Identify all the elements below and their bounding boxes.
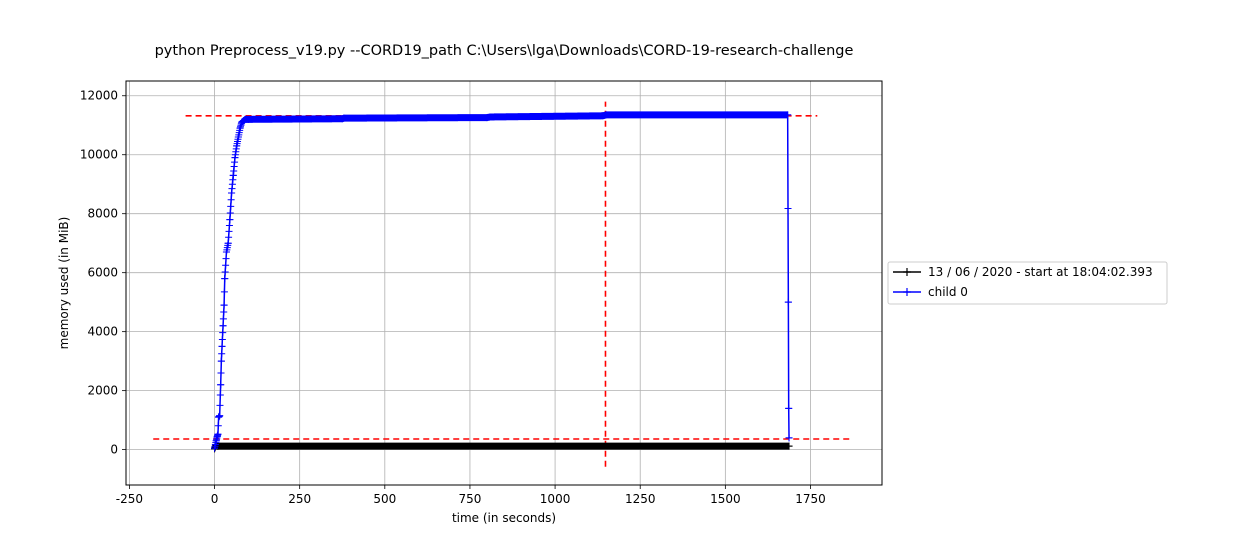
data-point <box>217 357 225 365</box>
data-point <box>785 404 793 412</box>
legend-label: child 0 <box>928 285 968 299</box>
y-tick-label: 0 <box>110 443 118 457</box>
data-point <box>226 216 234 224</box>
data-point <box>217 381 225 389</box>
x-tick-label: 750 <box>458 492 481 506</box>
y-tick-label: 12000 <box>80 89 118 103</box>
gridlines <box>126 81 882 485</box>
data-point <box>239 117 247 125</box>
legend-marker <box>903 288 911 296</box>
plot-frame <box>125 80 883 486</box>
legend-label: 13 / 06 / 2020 - start at 18:04:02.393 <box>928 265 1153 279</box>
data-point <box>222 248 230 256</box>
data-point <box>236 124 244 132</box>
data-point <box>218 342 226 350</box>
data-point <box>599 112 607 120</box>
data-point <box>785 434 793 442</box>
y-tick-label: 8000 <box>87 207 118 221</box>
series-line <box>213 114 790 449</box>
legend-box <box>887 261 1168 305</box>
x-tick-label: 1500 <box>710 492 741 506</box>
data-point <box>228 189 236 197</box>
axis-ticks: -250 0 250 500 750 1000 1250 1500 1750 0 2000 4000 6… <box>80 89 826 506</box>
series-markers <box>211 111 793 452</box>
x-tick-label: 0 <box>211 492 219 506</box>
data-point <box>231 154 239 162</box>
y-tick-label: 10000 <box>80 148 118 162</box>
data-point <box>785 442 793 450</box>
data-point <box>212 437 220 445</box>
data-point <box>234 133 242 141</box>
data-point <box>338 115 346 123</box>
x-tick-label: 250 <box>288 492 311 506</box>
legend-marker <box>903 268 911 276</box>
data-point <box>229 171 237 179</box>
y-tick-label: 4000 <box>87 325 118 339</box>
data-point <box>216 412 224 420</box>
x-tick-label: 1250 <box>625 492 656 506</box>
x-tick-label: 1000 <box>540 492 571 506</box>
data-point <box>238 118 246 126</box>
data-point <box>784 111 792 119</box>
data-point <box>215 413 223 421</box>
data-point <box>219 322 227 330</box>
data-point <box>483 114 491 122</box>
threshold-lines <box>153 101 850 467</box>
y-axis-label: memory used (in MiB) <box>57 217 71 350</box>
y-tick-label: 2000 <box>87 384 118 398</box>
x-tick-label: 500 <box>373 492 396 506</box>
x-tick-label: -250 <box>116 492 143 506</box>
data-point <box>221 275 229 283</box>
data-point <box>486 113 494 121</box>
data-point <box>224 239 232 247</box>
data-point <box>340 114 348 122</box>
series-layer <box>211 111 793 453</box>
series-1 <box>211 111 793 452</box>
data-point <box>233 142 241 150</box>
chart-title: python Preprocess_v19.py --CORD19_path C… <box>155 43 854 59</box>
data-point <box>602 111 610 119</box>
legend: 13 / 06 / 2020 - start at 18:04:02.393 ch… <box>887 261 1168 305</box>
series-0 <box>211 441 793 453</box>
y-tick-label: 6000 <box>87 266 118 280</box>
data-point <box>784 298 792 306</box>
data-point <box>245 115 253 123</box>
data-point <box>220 301 228 309</box>
data-point <box>211 444 219 452</box>
data-point <box>214 430 222 438</box>
series-markers <box>211 441 793 453</box>
x-tick-label: 1750 <box>795 492 826 506</box>
x-axis-label: time (in seconds) <box>452 511 556 525</box>
